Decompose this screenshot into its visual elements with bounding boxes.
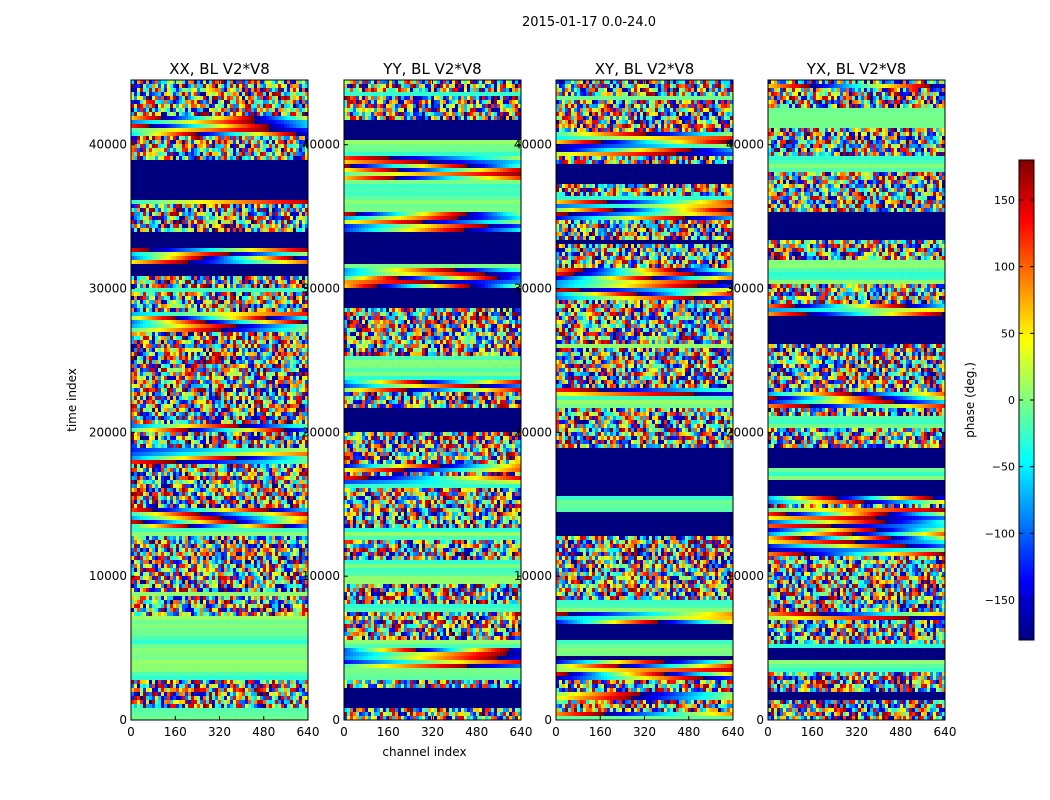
- x-tick-label: 160: [801, 725, 824, 739]
- y-tick-label: 30000: [89, 282, 127, 296]
- panel-1: XX, BL V2*V8 0 160 320 480 640 0 10000 20000 3000…: [65, 60, 319, 739]
- x-tick-label: 160: [164, 725, 187, 739]
- colorbar-gradient: [1019, 160, 1034, 640]
- panel-title: XX, BL V2*V8: [169, 60, 270, 78]
- y-tick-label: 10000: [726, 569, 764, 583]
- colorbar-label: phase (deg.): [963, 362, 977, 438]
- panel-title: XY, BL V2*V8: [595, 60, 695, 78]
- y-tick-label: 40000: [514, 138, 552, 152]
- colorbar: −150 −100 −50 0 50 100 150 phase (deg.): [963, 159, 1035, 641]
- y-tick-label: 30000: [514, 282, 552, 296]
- x-tick-label: 640: [934, 725, 957, 739]
- x-tick-label: 320: [421, 725, 444, 739]
- y-tick-label: 20000: [89, 425, 127, 439]
- x-tick-label: 480: [465, 725, 488, 739]
- colorbar-tick-label: 150: [994, 194, 1015, 207]
- colorbar-tick-label: −150: [985, 594, 1015, 607]
- y-tick-label: 0: [544, 713, 552, 727]
- y-tick-label: 0: [332, 713, 340, 727]
- colorbar-tick-label: 50: [1001, 327, 1015, 340]
- y-tick-label: 30000: [726, 282, 764, 296]
- y-tick-label: 30000: [302, 282, 340, 296]
- heatmap-image: [768, 80, 945, 720]
- colorbar-tick-label: −50: [992, 461, 1015, 474]
- colorbar-tick-label: 100: [994, 261, 1015, 274]
- y-tick-label: 40000: [89, 138, 127, 152]
- colorbar-tick-label: 0: [1008, 394, 1015, 407]
- x-tick-label: 320: [633, 725, 656, 739]
- panel-4: YX, BL V2*V8 0 160 320 480 640 0 10000 20000 3000…: [726, 60, 957, 739]
- x-tick-label: 640: [297, 725, 320, 739]
- figure-suptitle: 2015-01-17 0.0-24.0: [522, 15, 656, 30]
- y-tick-label: 10000: [302, 569, 340, 583]
- x-tick-label: 640: [510, 725, 533, 739]
- x-tick-label: 480: [889, 725, 912, 739]
- y-tick-label: 0: [756, 713, 764, 727]
- x-axis-label: channel index: [382, 745, 466, 759]
- x-tick-label: 320: [208, 725, 231, 739]
- colorbar-tick-label: −100: [985, 527, 1015, 540]
- x-tick-label: 0: [764, 725, 772, 739]
- panel-title: YX, BL V2*V8: [806, 60, 907, 78]
- heatmap-image: [131, 80, 308, 720]
- y-tick-label: 10000: [89, 569, 127, 583]
- x-tick-label: 320: [845, 725, 868, 739]
- panel-2: YY, BL V2*V8 0 160 320 480 640 0 10000 20000 3000…: [302, 60, 533, 759]
- y-tick-label: 40000: [302, 138, 340, 152]
- y-tick-label: 0: [119, 713, 127, 727]
- x-tick-label: 480: [252, 725, 275, 739]
- x-tick-label: 480: [677, 725, 700, 739]
- heatmap-image: [556, 80, 733, 720]
- panel-title: YY, BL V2*V8: [382, 60, 481, 78]
- y-tick-label: 40000: [726, 138, 764, 152]
- y-tick-label: 20000: [514, 425, 552, 439]
- y-tick-label: 20000: [302, 425, 340, 439]
- y-axis-label: time index: [65, 368, 79, 432]
- y-tick-label: 20000: [726, 425, 764, 439]
- panels: XX, BL V2*V8 0 160 320 480 640 0 10000 20000 3000…: [65, 60, 956, 759]
- x-tick-label: 0: [340, 725, 348, 739]
- x-tick-label: 160: [589, 725, 612, 739]
- panel-3: XY, BL V2*V8 0 160 320 480 640 0 10000 20000 3000…: [514, 60, 745, 739]
- x-tick-label: 160: [377, 725, 400, 739]
- x-tick-label: 0: [552, 725, 560, 739]
- y-tick-label: 10000: [514, 569, 552, 583]
- x-tick-label: 640: [722, 725, 745, 739]
- x-tick-label: 0: [127, 725, 135, 739]
- heatmap-image: [344, 80, 521, 720]
